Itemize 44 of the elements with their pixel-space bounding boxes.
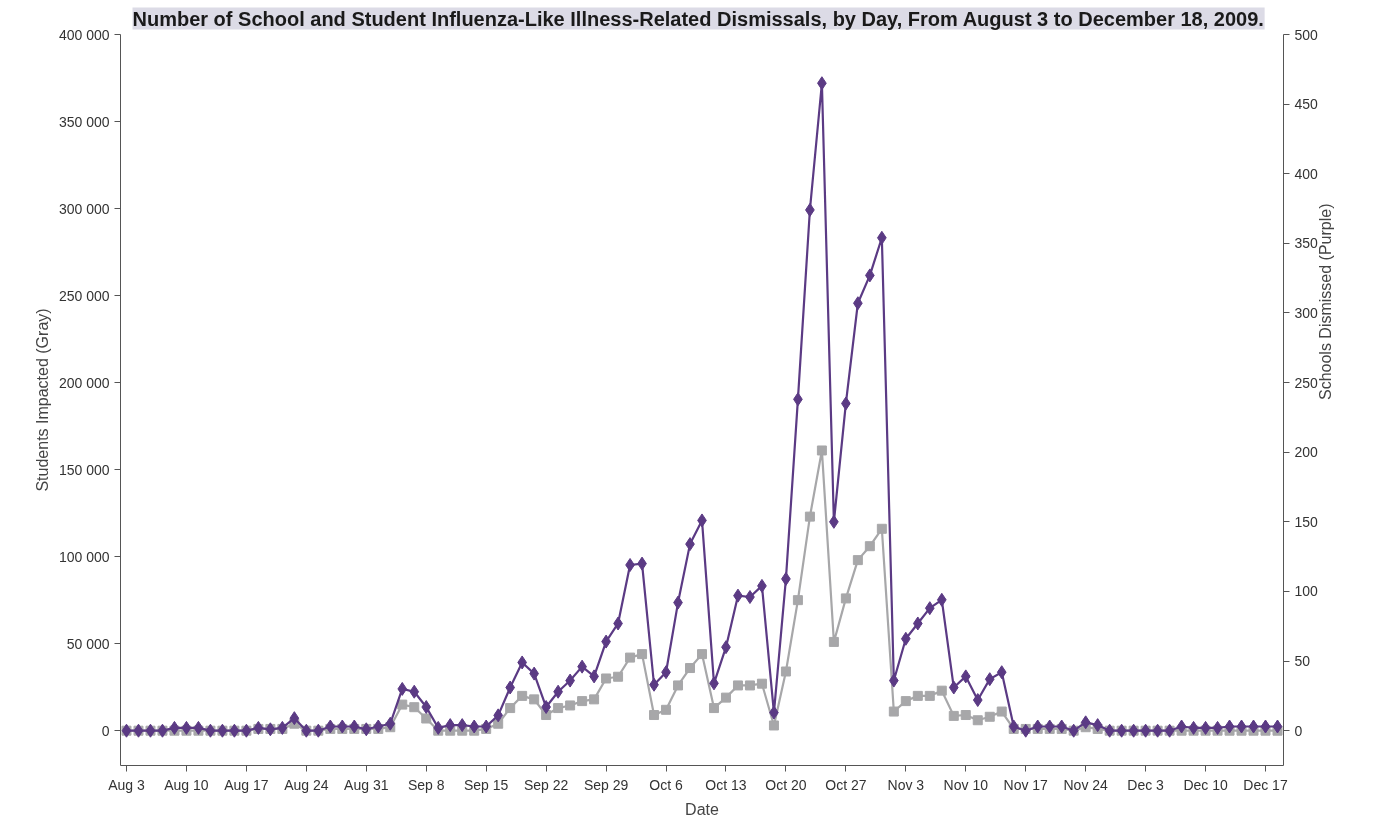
y-tick-label: 50 000 [66, 635, 110, 652]
x-tick-label: Oct 20 [765, 776, 807, 793]
x-tick-label: Oct 13 [705, 776, 747, 793]
x-axis-title: Date [685, 800, 719, 818]
y-tick-label: 250 000 [58, 287, 110, 304]
y2-tick-label: 100 [1294, 583, 1319, 600]
y-tick-label: 100 000 [58, 548, 110, 565]
x-tick-label: Nov 24 [1063, 776, 1109, 793]
x-tick-label: Aug 17 [224, 776, 269, 793]
x-tick-label: Dec 10 [1183, 776, 1228, 793]
x-tick-label: Aug 10 [164, 776, 209, 793]
x-tick-label: Sep 8 [407, 776, 445, 793]
x-tick-label: Aug 24 [284, 776, 329, 793]
y-tick-label: 400 000 [58, 26, 110, 43]
y-tick-label: 300 000 [58, 200, 110, 217]
y2-tick-label: 300 [1294, 304, 1319, 321]
x-tick-label: Nov 3 [887, 776, 925, 793]
y2-tick-label: 200 [1294, 444, 1319, 461]
x-tick-label: Aug 31 [344, 776, 389, 793]
x-tick-label: Oct 6 [649, 776, 683, 793]
x-tick-label: Sep 22 [523, 776, 569, 793]
x-tick-label: Oct 27 [825, 776, 867, 793]
y2-axis-title: Schools Dismissed (Purple) [1317, 203, 1335, 400]
y-tick-label: 150 000 [58, 461, 110, 478]
x-tick-label: Dec 17 [1243, 776, 1288, 793]
y-tick-label: 350 000 [58, 113, 110, 130]
x-tick-label: Dec 3 [1127, 776, 1165, 793]
y2-tick-label: 450 [1294, 96, 1319, 113]
x-tick-label: Nov 17 [1003, 776, 1049, 793]
y2-tick-label: 350 [1294, 235, 1319, 252]
y-tick-label: 0 [101, 722, 110, 739]
x-tick-label: Sep 15 [464, 776, 509, 793]
y2-tick-label: 50 [1294, 653, 1311, 670]
x-tick-label: Aug 3 [108, 776, 145, 793]
y2-tick-label: 250 [1294, 374, 1319, 391]
x-tick-label: Sep 29 [583, 776, 629, 793]
y2-tick-label: 0 [1294, 722, 1303, 739]
y-tick-label: 200 000 [58, 374, 110, 391]
y2-tick-label: 400 [1294, 165, 1319, 182]
y2-tick-label: 150 [1294, 513, 1319, 530]
y-axis-title: Students Impacted (Gray) [33, 308, 51, 492]
chart-title: Number of School and Student Influenza-Like Illness-Related Dismissals, by Day, From August 3 to December 18, 2009. [132, 7, 1264, 30]
y2-tick-label: 500 [1294, 26, 1319, 43]
x-tick-label: Nov 10 [943, 776, 989, 793]
